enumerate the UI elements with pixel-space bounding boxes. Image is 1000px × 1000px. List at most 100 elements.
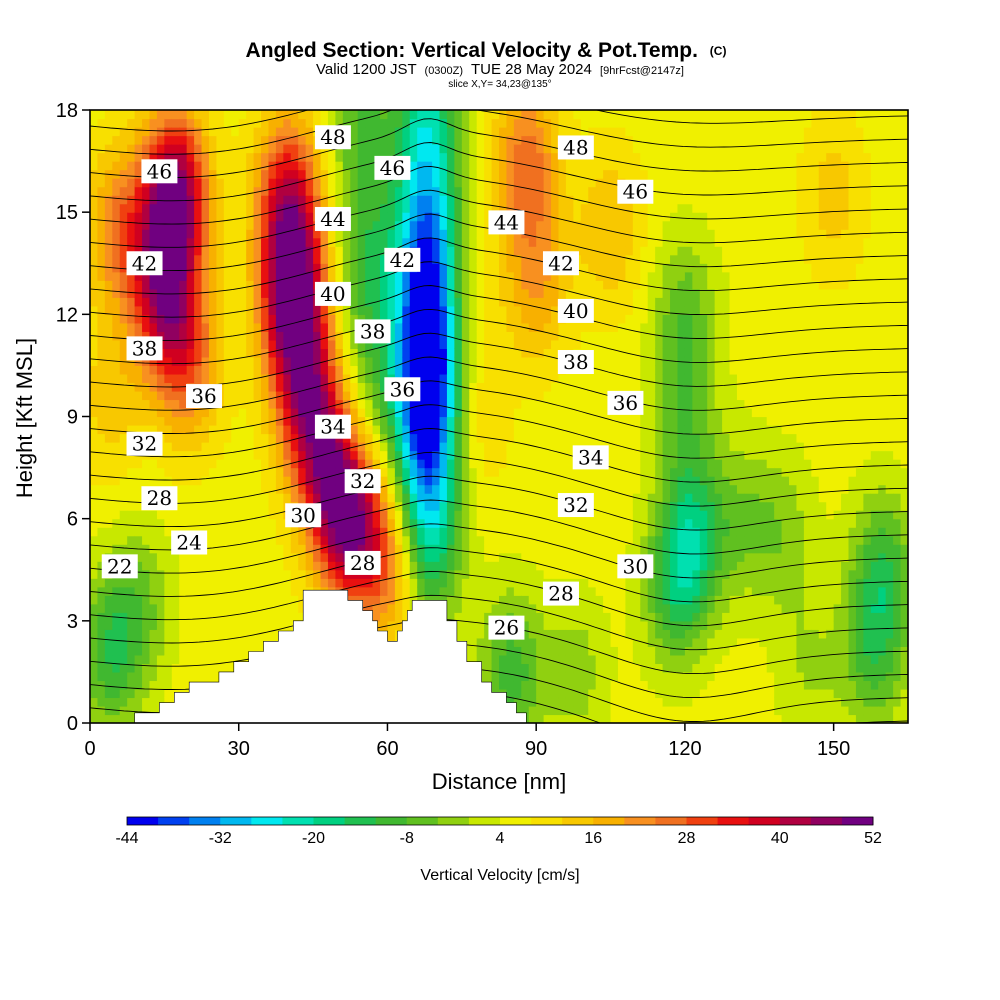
field-cell	[491, 544, 500, 554]
field-cell	[216, 407, 225, 418]
field-cell	[246, 135, 255, 145]
field-cell	[97, 322, 106, 332]
field-cell	[171, 671, 180, 682]
field-cell	[134, 152, 143, 162]
field-cell	[238, 110, 247, 120]
field-cell	[499, 203, 508, 213]
field-cell	[149, 544, 158, 554]
field-cell	[253, 203, 262, 213]
field-cell	[387, 578, 396, 588]
field-cell	[565, 373, 574, 384]
field-cell	[201, 118, 210, 128]
field-cell	[90, 654, 99, 664]
field-cell	[90, 569, 99, 579]
field-cell	[327, 407, 336, 418]
field-cell	[246, 603, 255, 613]
field-cell	[142, 407, 151, 418]
field-cell	[142, 314, 151, 324]
field-cell	[603, 569, 612, 579]
field-cell	[253, 297, 262, 307]
field-cell	[499, 118, 508, 128]
field-cell	[521, 459, 530, 469]
field-cell	[573, 280, 582, 290]
field-cell	[223, 493, 232, 503]
field-cell	[461, 459, 470, 469]
field-cell	[565, 663, 574, 673]
field-cell	[446, 501, 455, 511]
field-cell	[499, 178, 508, 188]
field-cell	[402, 450, 411, 460]
field-cell	[275, 178, 284, 188]
field-cell	[536, 518, 545, 528]
field-cell	[261, 152, 270, 162]
field-cell	[253, 314, 262, 324]
field-cell	[127, 314, 136, 324]
field-cell	[543, 501, 552, 511]
field-cell	[439, 161, 448, 171]
field-cell	[394, 314, 403, 324]
field-cell	[320, 382, 329, 392]
field-cell	[528, 595, 537, 605]
field-cell	[90, 484, 99, 494]
field-cell	[499, 305, 508, 315]
field-cell	[164, 680, 173, 690]
field-cell	[283, 433, 292, 443]
field-cell	[565, 459, 574, 469]
field-cell	[543, 288, 552, 298]
field-cell	[350, 178, 359, 188]
field-cell	[216, 127, 225, 137]
field-cell	[216, 322, 225, 332]
field-cell	[394, 135, 403, 145]
field-cell	[313, 178, 322, 188]
field-cell	[134, 110, 143, 120]
field-cell	[134, 620, 143, 630]
field-cell	[521, 535, 530, 545]
field-cell	[595, 620, 604, 630]
field-cell	[246, 169, 255, 179]
field-cell	[417, 271, 426, 281]
field-cell	[216, 586, 225, 596]
field-cell	[461, 407, 470, 418]
field-cell	[357, 305, 366, 315]
field-cell	[142, 595, 151, 605]
field-cell	[127, 535, 136, 545]
field-cell	[223, 663, 232, 673]
field-cell	[603, 680, 612, 690]
field-cell	[327, 263, 336, 273]
field-cell	[238, 425, 247, 435]
field-cell	[565, 416, 574, 426]
field-cell	[335, 518, 344, 528]
field-cell	[380, 339, 389, 349]
field-cell	[231, 399, 240, 409]
field-cell	[112, 178, 121, 188]
field-cell	[156, 186, 165, 196]
field-cell	[402, 212, 411, 222]
field-cell	[208, 178, 218, 188]
field-cell	[127, 637, 136, 647]
field-cell	[156, 152, 165, 162]
field-cell	[491, 305, 500, 315]
field-cell	[439, 169, 448, 179]
field-cell	[432, 110, 441, 120]
field-cell	[186, 331, 195, 341]
field-cell	[357, 178, 366, 188]
field-cell	[194, 280, 203, 290]
field-cell	[149, 135, 158, 145]
field-cell	[580, 561, 589, 571]
field-cell	[335, 305, 344, 315]
field-cell	[320, 544, 329, 554]
field-cell	[454, 390, 463, 401]
field-cell	[112, 212, 121, 222]
field-cell	[394, 118, 403, 128]
field-cell	[461, 161, 470, 171]
field-cell	[543, 646, 552, 656]
field-cell	[380, 510, 389, 520]
field-cell	[194, 229, 203, 239]
field-cell	[179, 680, 188, 690]
field-cell	[558, 416, 567, 426]
field-cell	[551, 118, 560, 128]
field-cell	[380, 586, 389, 596]
field-cell	[484, 535, 493, 545]
field-cell	[484, 127, 493, 137]
field-cell	[580, 212, 589, 222]
